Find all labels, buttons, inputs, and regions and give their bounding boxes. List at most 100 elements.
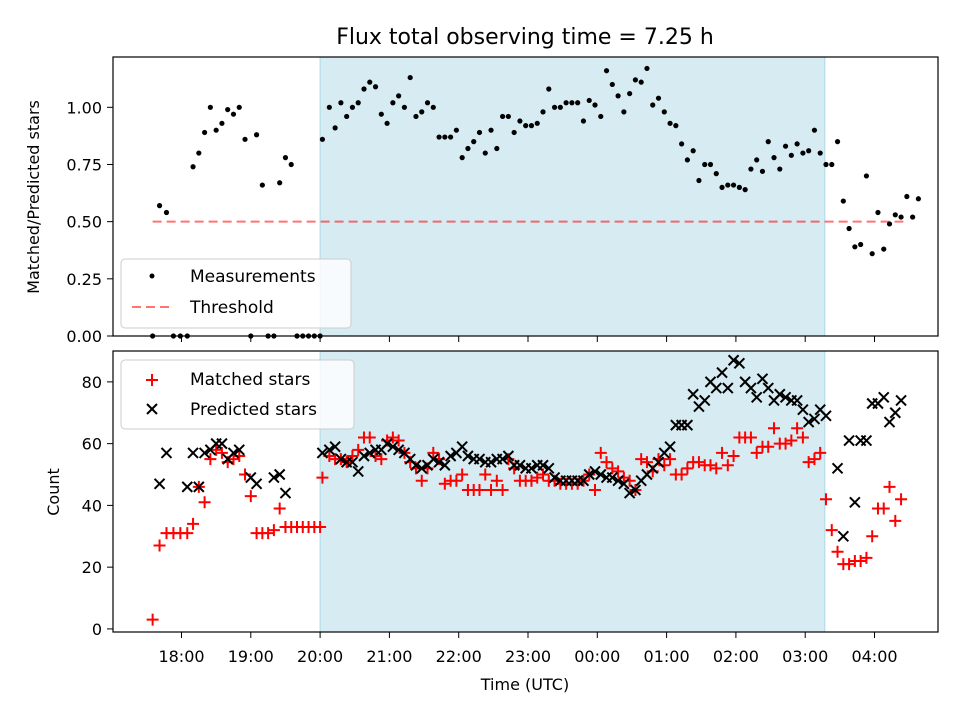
predicted-star-point bbox=[427, 453, 439, 465]
predicted-star-point bbox=[618, 478, 630, 490]
matched-star-point bbox=[198, 496, 211, 509]
matched-star-point bbox=[267, 524, 280, 537]
matched-star-point bbox=[496, 483, 509, 496]
matched-star-point bbox=[768, 422, 781, 435]
matched-star-point bbox=[819, 493, 832, 506]
x-tick-label: 00:00 bbox=[574, 647, 620, 666]
measurement-point bbox=[436, 134, 442, 140]
measurement-point bbox=[904, 193, 910, 200]
measurement-point bbox=[319, 136, 326, 142]
predicted-star-point bbox=[606, 471, 619, 484]
measurement-point bbox=[569, 100, 575, 106]
measurement-point bbox=[557, 104, 563, 110]
measurement-point bbox=[881, 246, 887, 252]
measurement-point bbox=[702, 161, 708, 168]
measurement-point bbox=[471, 139, 477, 145]
measurement-point bbox=[196, 150, 202, 156]
predicted-star-point bbox=[473, 453, 486, 465]
measurement-point bbox=[355, 100, 361, 106]
bottom-legend-box bbox=[120, 359, 355, 430]
predicted-star-point bbox=[496, 453, 509, 465]
measurement-point bbox=[892, 212, 898, 218]
measurement-point bbox=[326, 104, 332, 110]
measurement-point bbox=[424, 100, 431, 106]
matched-star-point bbox=[485, 483, 498, 496]
y-tick-label: 20 bbox=[82, 558, 102, 577]
matched-star-point bbox=[146, 613, 159, 626]
predicted-star-point bbox=[268, 471, 280, 484]
matched-star-point bbox=[831, 545, 844, 558]
predicted-star-point bbox=[410, 459, 422, 471]
measurement-point bbox=[361, 86, 367, 92]
measurement-point bbox=[655, 95, 662, 101]
legend-predicted-marker bbox=[146, 403, 158, 415]
predicted-star-point bbox=[346, 456, 359, 468]
matched-star-point bbox=[204, 453, 217, 466]
predicted-star-point bbox=[439, 459, 451, 471]
top-y-axis: 0.00 0.25 0.50 0.75 1.00 bbox=[66, 98, 113, 346]
measurement-point bbox=[459, 155, 465, 161]
predicted-stars-series bbox=[153, 354, 907, 542]
chart-title: Flux total observing time = 7.25 h bbox=[336, 25, 714, 50]
matched-star-point bbox=[273, 502, 286, 515]
matched-star-point bbox=[721, 459, 734, 472]
y-tick-label: 80 bbox=[82, 373, 102, 392]
measurement-point bbox=[632, 77, 639, 83]
matched-star-point bbox=[889, 514, 902, 527]
matched-star-point bbox=[785, 434, 798, 447]
y-tick-label: 40 bbox=[82, 496, 102, 515]
predicted-star-point bbox=[687, 388, 699, 400]
measurement-point bbox=[213, 127, 219, 133]
bottom-y-axis-label: Count bbox=[44, 468, 63, 516]
measurement-point bbox=[384, 120, 390, 126]
matched-star-point bbox=[716, 446, 729, 459]
predicted-star-point bbox=[250, 478, 263, 490]
matched-star-point bbox=[427, 446, 440, 459]
x-tick-label: 18:00 bbox=[158, 647, 204, 666]
measurement-point bbox=[771, 155, 777, 161]
measurement-point bbox=[586, 97, 592, 104]
predicted-star-point bbox=[227, 447, 240, 459]
x-tick-label: 22:00 bbox=[436, 647, 482, 666]
matched-star-point bbox=[415, 474, 428, 487]
predicted-star-point bbox=[193, 481, 205, 493]
measurement-point bbox=[523, 123, 529, 129]
measurement-point bbox=[754, 157, 760, 163]
matched-star-point bbox=[791, 422, 804, 435]
x-tick-label: 04:00 bbox=[851, 647, 897, 666]
predicted-star-point bbox=[843, 434, 855, 447]
measurement-point bbox=[453, 127, 459, 133]
measurement-point bbox=[442, 134, 448, 140]
x-tick-label: 21:00 bbox=[366, 647, 412, 666]
matched-star-point bbox=[762, 440, 775, 453]
measurement-point bbox=[915, 196, 921, 202]
matched-star-point bbox=[479, 468, 492, 481]
measurement-point bbox=[494, 145, 500, 152]
top-axes-frame bbox=[112, 56, 939, 337]
matched-star-point bbox=[363, 431, 376, 444]
measurement-point bbox=[511, 129, 517, 136]
predicted-star-point bbox=[392, 444, 405, 456]
measurement-point bbox=[603, 68, 610, 74]
predicted-star-point bbox=[543, 462, 555, 475]
predicted-star-point bbox=[808, 413, 821, 425]
predicted-star-point bbox=[623, 487, 636, 499]
measurement-point bbox=[259, 182, 265, 188]
predicted-star-point bbox=[216, 437, 228, 450]
y-tick-label: 0.00 bbox=[66, 327, 102, 346]
predicted-star-point bbox=[722, 382, 734, 394]
measurement-point bbox=[644, 65, 650, 72]
matched-star-point bbox=[314, 521, 327, 534]
matched-star-point bbox=[181, 527, 194, 540]
measurement-point bbox=[575, 100, 581, 106]
predicted-star-point bbox=[316, 447, 329, 459]
x-axis-label: Time (UTC) bbox=[480, 675, 569, 694]
predicted-star-point bbox=[198, 447, 211, 459]
matched-star-point bbox=[153, 539, 166, 552]
predicted-star-point bbox=[323, 444, 336, 456]
measurement-point bbox=[898, 214, 904, 220]
measurement-point bbox=[707, 161, 714, 168]
predicted-star-point bbox=[187, 447, 199, 459]
predicted-star-point bbox=[273, 468, 286, 481]
bottom-x-axis: 18:00 19:00 20:00 21:00 22:00 23:00 00:00 01:00… bbox=[158, 632, 898, 666]
